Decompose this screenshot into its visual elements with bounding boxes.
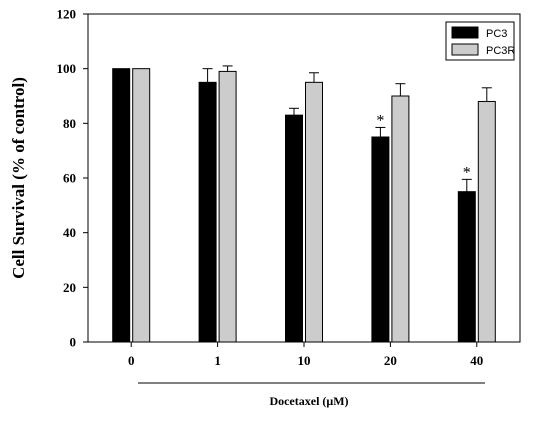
bar-pc3-1 bbox=[198, 81, 217, 343]
plot-frame bbox=[87, 13, 521, 343]
bars-layer bbox=[112, 68, 496, 343]
annotations-layer: ** bbox=[376, 112, 470, 181]
legend-label-pc3r: PC3R bbox=[486, 45, 515, 57]
y-tick-label-80: 80 bbox=[63, 116, 76, 131]
bar-pc3r-40 bbox=[477, 100, 496, 343]
y-tick-label-40: 40 bbox=[63, 225, 76, 240]
x-tick-label-1: 1 bbox=[214, 353, 221, 368]
bar-pc3r-20 bbox=[391, 95, 410, 343]
y-tick-label-100: 100 bbox=[57, 61, 77, 76]
bar-pc3r-1 bbox=[218, 70, 237, 343]
bar-pc3-40 bbox=[457, 191, 476, 343]
error-bars-layer bbox=[202, 65, 492, 192]
x-tick-label-0: 0 bbox=[128, 353, 135, 368]
x-tick-label-20: 20 bbox=[384, 353, 397, 368]
bar-pc3r-0 bbox=[132, 68, 151, 343]
bar-pc3-0 bbox=[112, 68, 131, 343]
significance-asterisk-20: * bbox=[376, 112, 384, 129]
legend-swatch-pc3 bbox=[451, 26, 479, 39]
x-axis-ticks: 0 1 10 20 40 bbox=[128, 342, 483, 368]
y-tick-label-60: 60 bbox=[63, 171, 76, 186]
legend-label-pc3: PC3 bbox=[486, 28, 507, 40]
bar-pc3-20 bbox=[371, 136, 390, 343]
y-tick-label-20: 20 bbox=[63, 280, 76, 295]
legend-swatch-pc3r bbox=[451, 43, 479, 56]
y-tick-label-0: 0 bbox=[70, 335, 77, 350]
y-axis-title: Cell Survival (% of control) bbox=[9, 77, 28, 279]
bar-pc3r-10 bbox=[305, 81, 323, 343]
x-tick-label-10: 10 bbox=[298, 353, 311, 368]
x-axis-title: Docetaxel (μM) bbox=[269, 394, 348, 408]
legend: PC3 PC3R bbox=[445, 21, 515, 61]
significance-asterisk-40: * bbox=[463, 164, 471, 181]
y-tick-label-120: 120 bbox=[57, 7, 77, 22]
bar-pc3-10 bbox=[285, 114, 303, 343]
x-tick-label-40: 40 bbox=[470, 353, 483, 368]
y-axis-ticks: 0 20 40 60 80 100 120 bbox=[57, 7, 88, 350]
